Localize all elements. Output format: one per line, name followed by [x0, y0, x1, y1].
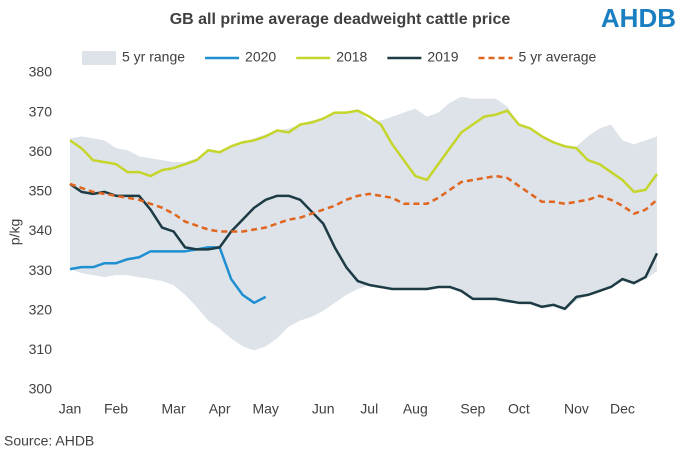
x-tick-label: Apr — [209, 401, 231, 417]
legend-label: 2019 — [427, 49, 458, 65]
x-tick-label: Mar — [162, 401, 186, 417]
y-tick-label: 320 — [29, 301, 53, 317]
y-tick-label: 340 — [29, 222, 53, 238]
range-area — [70, 96, 657, 351]
series-line — [69, 182, 659, 311]
y-tick-label: 300 — [29, 381, 53, 397]
x-tick-label: Jan — [59, 401, 82, 417]
x-tick-label: May — [252, 401, 278, 417]
series-line — [69, 246, 267, 305]
series-line — [69, 174, 658, 233]
x-tick-label: Oct — [508, 401, 530, 417]
x-tick-label: Aug — [403, 401, 428, 417]
y-tick-label: 350 — [29, 183, 53, 199]
y-tick-label: 330 — [29, 262, 53, 278]
y-tick-label: 380 — [29, 64, 53, 80]
legend-label: 5 yr average — [519, 49, 597, 65]
x-tick-label: Sep — [460, 401, 485, 417]
x-tick-label: Feb — [104, 401, 128, 417]
x-tick-label: Nov — [564, 401, 589, 417]
y-axis-label: p/kg — [7, 219, 23, 245]
legend-label: 5 yr range — [122, 49, 185, 65]
series-line — [69, 109, 659, 194]
x-tick-label: Jul — [360, 401, 378, 417]
y-tick-label: 370 — [29, 103, 53, 119]
x-tick-label: Dec — [610, 401, 635, 417]
chart-title: GB all prime average deadweight cattle p… — [170, 11, 511, 28]
x-tick-label: Jun — [312, 401, 335, 417]
source: Source: AHDB — [4, 433, 94, 449]
legend-label: 2018 — [336, 49, 367, 65]
legend-swatch — [82, 51, 116, 65]
logo: AHDB — [601, 3, 676, 33]
y-tick-label: 360 — [29, 143, 53, 159]
legend-label: 2020 — [245, 49, 276, 65]
y-tick-label: 310 — [29, 341, 53, 357]
